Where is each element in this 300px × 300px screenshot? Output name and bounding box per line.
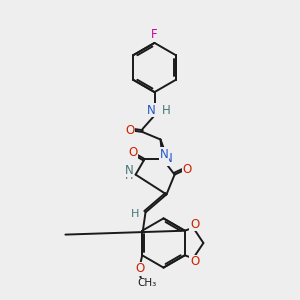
Text: N: N [124,164,134,177]
Text: O: O [135,262,144,275]
Text: F: F [151,28,158,41]
Text: CH₃: CH₃ [138,278,157,289]
Text: N: N [160,148,169,161]
Text: N: N [164,152,172,166]
Text: H: H [131,209,139,219]
Text: O: O [125,124,134,137]
Text: O: O [190,218,199,231]
Text: O: O [190,255,199,268]
Text: N: N [146,104,155,117]
Text: O: O [183,163,192,176]
Text: O: O [129,146,138,159]
Text: H: H [161,104,170,117]
Text: H: H [125,171,133,181]
